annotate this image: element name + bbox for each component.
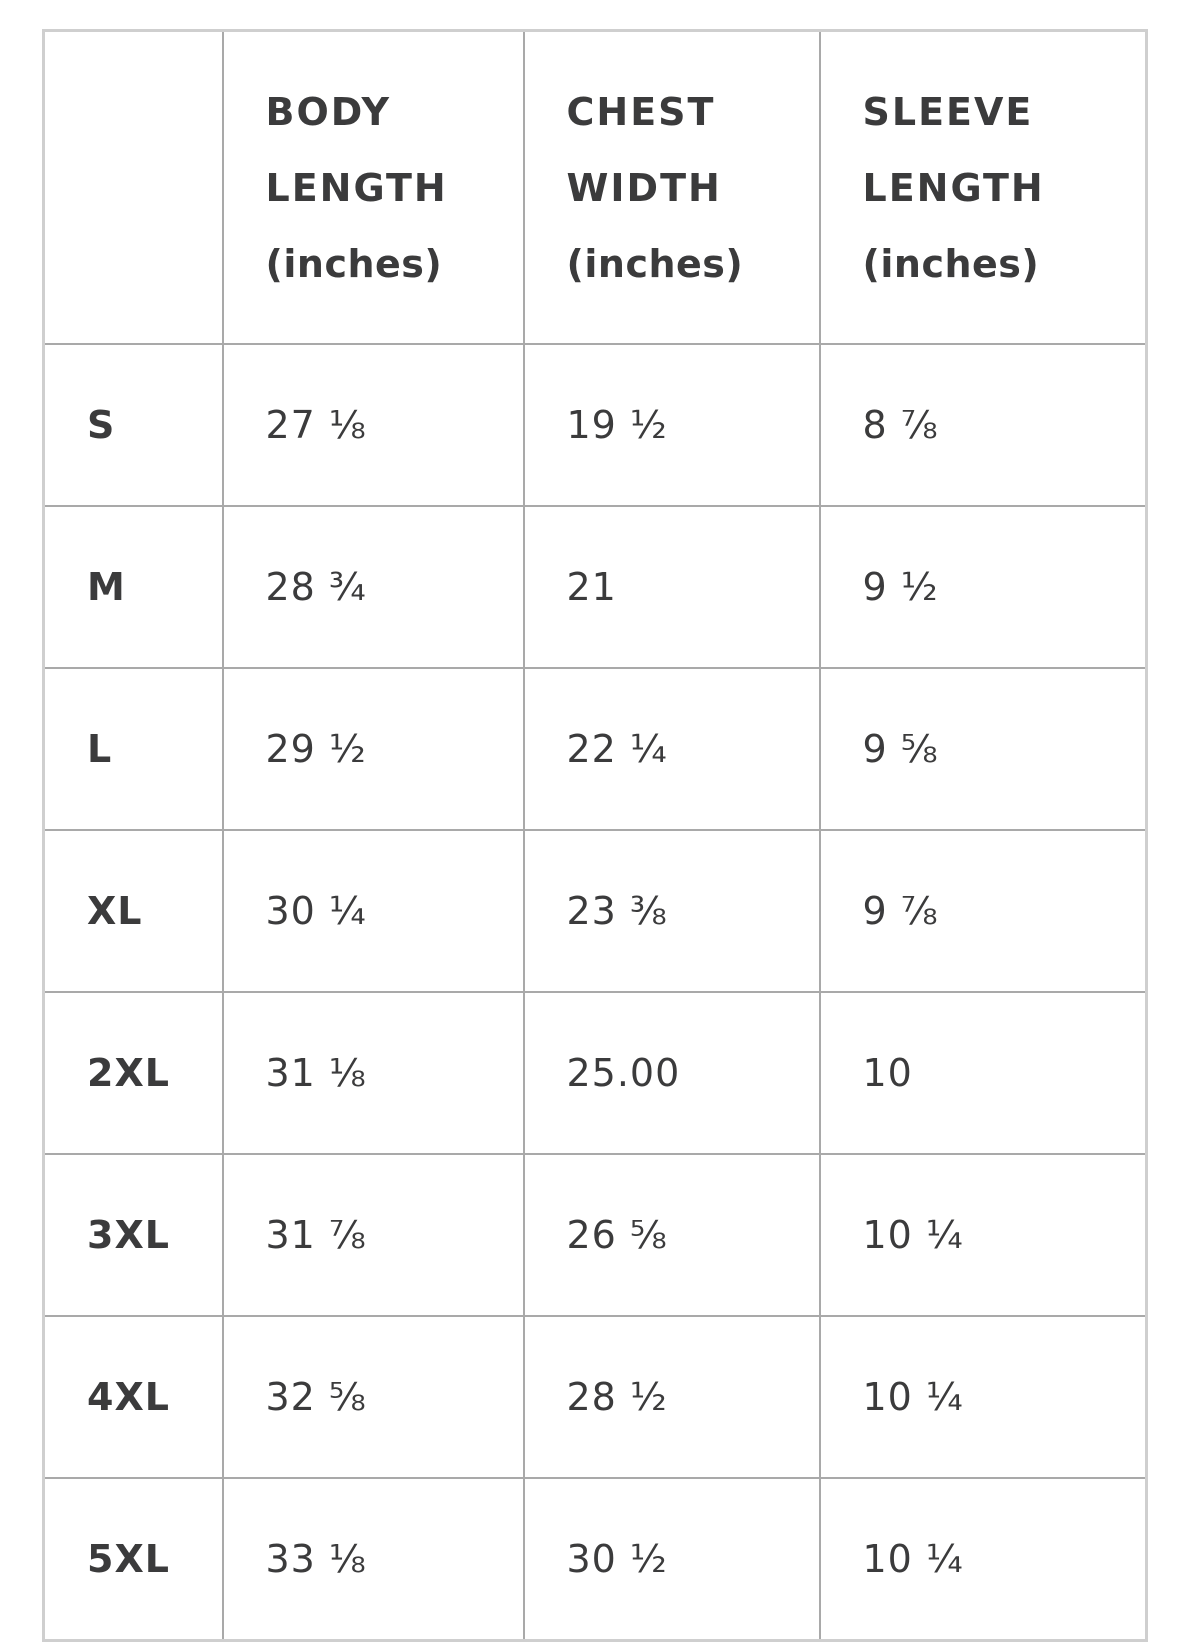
size-cell: S [42, 343, 224, 507]
body-length-cell: 27 ⅛ [221, 343, 525, 507]
size-cell: 5XL [42, 1477, 224, 1642]
header-line: BODY [265, 89, 392, 134]
chest-width-cell: 28 ½ [522, 1315, 821, 1479]
table-row: M 28 ¾ 21 9 ½ [42, 505, 1148, 669]
header-unit: (inches) [566, 241, 744, 286]
chest-width-cell: 23 ⅜ [522, 829, 821, 993]
header-line: CHEST [566, 89, 716, 134]
table-row: 4XL 32 ⅝ 28 ½ 10 ¼ [42, 1315, 1148, 1479]
header-size [42, 30, 224, 345]
header-unit: (inches) [265, 241, 443, 286]
body-length-cell: 31 ⅞ [221, 1153, 525, 1317]
size-cell: XL [42, 829, 224, 993]
sleeve-length-cell: 10 ¼ [818, 1477, 1148, 1642]
body-length-cell: 28 ¾ [221, 505, 525, 669]
size-cell: M [42, 505, 224, 669]
header-chest-width: CHEST WIDTH (inches) [522, 30, 821, 345]
header-line: SLEEVE [862, 89, 1034, 134]
size-cell: 3XL [42, 1153, 224, 1317]
body-length-cell: 29 ½ [221, 667, 525, 831]
sleeve-length-cell: 9 ½ [818, 505, 1148, 669]
size-cell: 4XL [42, 1315, 224, 1479]
size-cell: 2XL [42, 991, 224, 1155]
sleeve-length-cell: 10 [818, 991, 1148, 1155]
header-unit: (inches) [862, 241, 1040, 286]
chest-width-cell: 19 ½ [522, 343, 821, 507]
sleeve-length-cell: 8 ⅞ [818, 343, 1148, 507]
chest-width-cell: 22 ¼ [522, 667, 821, 831]
sleeve-length-cell: 9 ⅝ [818, 667, 1148, 831]
table-row: 2XL 31 ⅛ 25.00 10 [42, 991, 1148, 1155]
table-row: 5XL 33 ⅛ 30 ½ 10 ¼ [42, 1477, 1148, 1642]
chest-width-cell: 25.00 [522, 991, 821, 1155]
body-length-cell: 33 ⅛ [221, 1477, 525, 1642]
size-chart-table: BODY LENGTH (inches) CHEST WIDTH (inches) SL… [42, 29, 1148, 1642]
header-sleeve-length: SLEEVE LENGTH (inches) [818, 30, 1148, 345]
header-line: LENGTH [862, 165, 1045, 210]
sleeve-length-cell: 9 ⅞ [818, 829, 1148, 993]
header-line: WIDTH [566, 165, 722, 210]
sleeve-length-cell: 10 ¼ [818, 1315, 1148, 1479]
size-cell: L [42, 667, 224, 831]
body-length-cell: 30 ¼ [221, 829, 525, 993]
header-body-length: BODY LENGTH (inches) [221, 30, 525, 345]
sleeve-length-cell: 10 ¼ [818, 1153, 1148, 1317]
chest-width-cell: 26 ⅝ [522, 1153, 821, 1317]
header-line: LENGTH [265, 165, 448, 210]
body-length-cell: 31 ⅛ [221, 991, 525, 1155]
body-length-cell: 32 ⅝ [221, 1315, 525, 1479]
chest-width-cell: 21 [522, 505, 821, 669]
header-row: BODY LENGTH (inches) CHEST WIDTH (inches) SL… [42, 30, 1148, 345]
table-row: 3XL 31 ⅞ 26 ⅝ 10 ¼ [42, 1153, 1148, 1317]
chest-width-cell: 30 ½ [522, 1477, 821, 1642]
